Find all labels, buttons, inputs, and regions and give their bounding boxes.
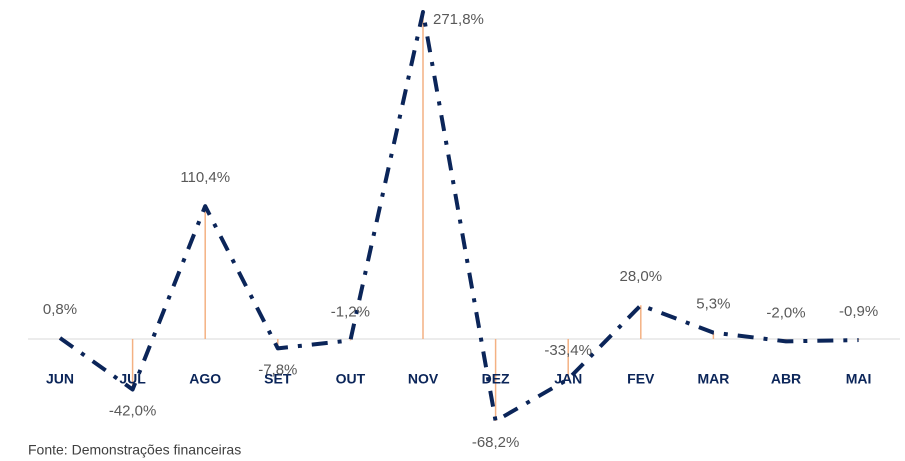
- data-label: -0,9%: [839, 303, 878, 320]
- line-series: [58, 10, 859, 423]
- x-tick-label: SET: [264, 371, 292, 387]
- data-label: -1,2%: [331, 303, 370, 320]
- x-tick-label: FEV: [627, 371, 655, 387]
- x-tick-label: NOV: [408, 371, 439, 387]
- data-label: 5,3%: [696, 296, 730, 313]
- data-label: 110,4%: [180, 169, 230, 186]
- data-label: -2,0%: [766, 304, 805, 321]
- x-tick-label: MAR: [697, 371, 729, 387]
- data-label: -7,8%: [258, 361, 297, 378]
- x-tick-label: JUL: [119, 371, 146, 387]
- x-tick-label: ABR: [771, 371, 801, 387]
- x-tick-label: AGO: [189, 371, 221, 387]
- x-tick-label: DEZ: [482, 371, 510, 387]
- x-tick-label: JUN: [46, 371, 74, 387]
- data-label: -68,2%: [472, 434, 520, 451]
- x-tick-label: JAN: [554, 371, 582, 387]
- data-label: 28,0%: [620, 268, 663, 285]
- data-label: 0,8%: [43, 301, 77, 318]
- data-label: -42,0%: [109, 402, 157, 419]
- data-label: 271,8%: [433, 11, 484, 28]
- data-label: -33,4%: [544, 342, 592, 359]
- x-tick-label: MAI: [846, 371, 872, 387]
- x-tick-label: OUT: [336, 371, 366, 387]
- source-note: Fonte: Demonstrações financeiras: [28, 442, 241, 458]
